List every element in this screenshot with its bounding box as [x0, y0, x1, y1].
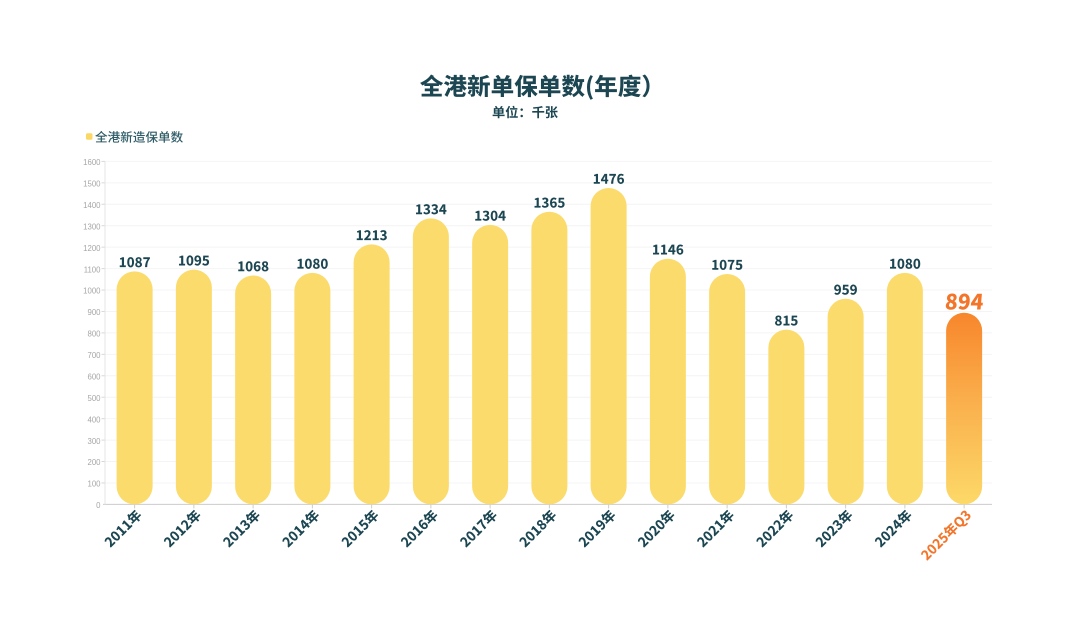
svg-text:900: 900 — [87, 308, 101, 317]
svg-text:1000: 1000 — [83, 287, 101, 296]
svg-text:400: 400 — [87, 415, 101, 424]
svg-text:600: 600 — [87, 372, 101, 381]
svg-text:1100: 1100 — [84, 265, 101, 274]
svg-text:1300: 1300 — [83, 222, 101, 231]
svg-text:200: 200 — [87, 458, 101, 467]
svg-text:800: 800 — [87, 330, 101, 339]
svg-text:1400: 1400 — [83, 201, 101, 210]
svg-text:700: 700 — [87, 351, 101, 360]
svg-text:300: 300 — [87, 437, 101, 446]
svg-text:100: 100 — [87, 480, 101, 489]
svg-text:500: 500 — [87, 394, 101, 403]
svg-text:1600: 1600 — [83, 158, 101, 167]
svg-text:0: 0 — [96, 501, 101, 510]
svg-text:1500: 1500 — [83, 180, 101, 189]
svg-text:1200: 1200 — [83, 244, 101, 253]
